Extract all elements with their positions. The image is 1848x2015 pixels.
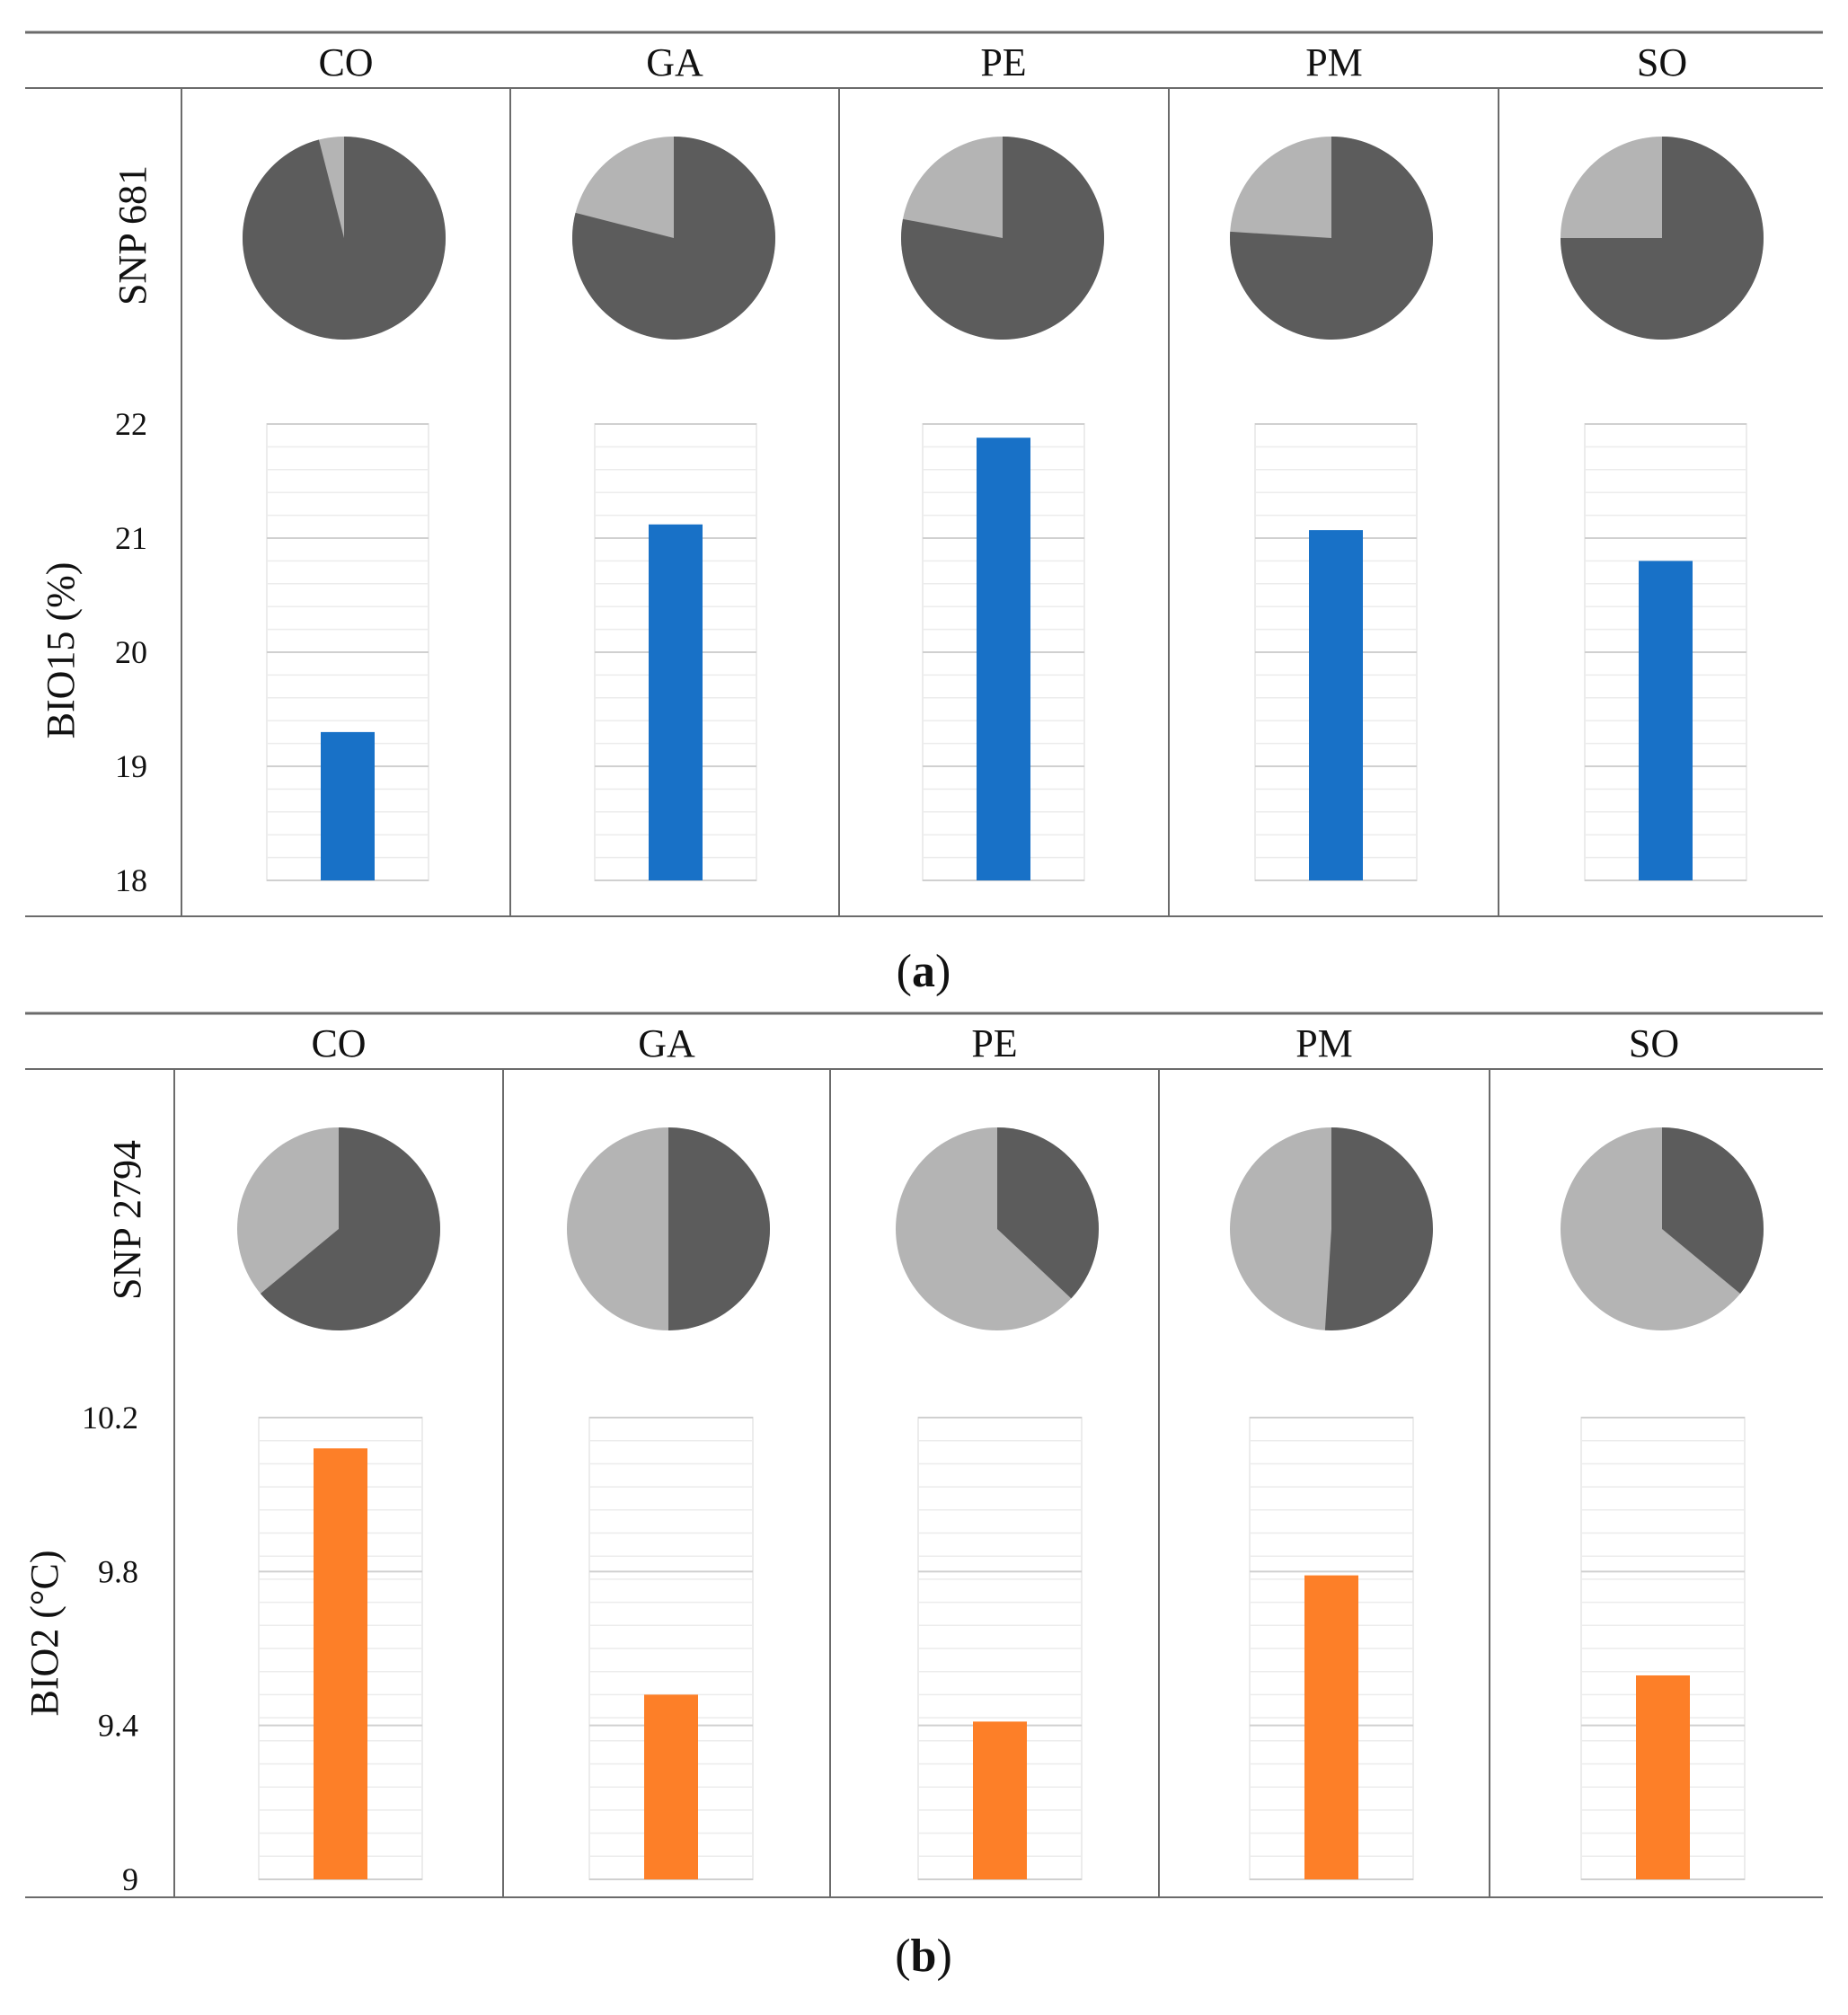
pie-co-dark-slice (243, 137, 447, 340)
ytick-label: 10.2 (82, 1400, 138, 1436)
bar-co (321, 731, 375, 880)
panel-b-caption: (b) (895, 1931, 952, 1982)
pie-ga-dark-slice (668, 1127, 770, 1330)
panel-b-ylabel: BIO2 (°C) (22, 1550, 66, 1716)
panel-b: CO GA PE PM SO SNP 2794 BIO2 (°C) 9 9.4 9.… (22, 1012, 1823, 1982)
panel-b-header-co: CO (311, 1021, 366, 1065)
bar-co (314, 1448, 367, 1879)
bar-pe (973, 1721, 1027, 1879)
panel-b-pies (237, 1127, 1764, 1330)
ytick-label: 21 (115, 520, 147, 556)
panel-b-snp-label: SNP 2794 (105, 1140, 149, 1300)
panel-a-ylabel: BIO15 (%) (39, 562, 83, 739)
ytick-label: 20 (115, 634, 147, 670)
panel-a-caption-open: ( (897, 946, 912, 997)
bar-pe (977, 437, 1030, 880)
panel-a-pies (243, 137, 1764, 340)
ytick-label: 19 (115, 748, 147, 784)
panel-a-bars (266, 423, 1747, 881)
panel-a-caption-close: ) (935, 946, 951, 997)
panel-b-header-so: SO (1629, 1021, 1679, 1065)
panel-a-header-co: CO (318, 40, 373, 84)
pie-pe-dark-slice (900, 137, 1104, 340)
pie-pm-dark-slice (1324, 1127, 1433, 1330)
pie-pm-dark-slice (1229, 137, 1433, 340)
panel-b-caption-close: ) (936, 1931, 951, 1982)
ytick-label: 9.4 (98, 1708, 138, 1744)
panel-a-caption: (a) (897, 946, 951, 997)
bar-pm (1309, 530, 1363, 880)
panel-a-yticks: 18 19 20 21 22 (115, 406, 147, 898)
pie-so-dark-slice (1662, 1127, 1764, 1295)
panel-b-bars (258, 1417, 1746, 1880)
panel-b-caption-letter: b (911, 1931, 937, 1982)
pie-ga-dark-slice (572, 137, 776, 340)
ytick-label: 9 (122, 1861, 138, 1897)
pie-so-dark-slice (1561, 137, 1764, 340)
panel-a-caption-letter: a (912, 946, 935, 997)
panel-a-header-so: SO (1637, 40, 1687, 84)
panel-a: CO GA PE PM SO SNP 681 BIO15 (%) 18 19 20 2… (25, 31, 1823, 997)
bar-ga (649, 524, 703, 880)
panel-b-caption-open: ( (895, 1931, 910, 1982)
pie-pe-dark-slice (997, 1127, 1099, 1299)
bar-so (1639, 561, 1693, 880)
panel-a-snp-label: SNP 681 (111, 165, 155, 305)
bar-ga (644, 1694, 698, 1879)
panel-b-header-ga: GA (638, 1021, 695, 1065)
pie-co-dark-slice (260, 1127, 440, 1330)
ytick-label: 22 (115, 406, 147, 442)
panel-a-header-pm: PM (1305, 40, 1363, 84)
bar-so (1636, 1675, 1690, 1879)
ytick-label: 9.8 (98, 1553, 138, 1589)
ytick-label: 18 (115, 862, 147, 898)
panel-a-header-ga: GA (646, 40, 703, 84)
panel-b-header-pe: PE (971, 1021, 1017, 1065)
bar-pm (1304, 1575, 1358, 1879)
panel-b-header-pm: PM (1295, 1021, 1353, 1065)
panel-b-yticks: 9 9.4 9.8 10.2 (82, 1400, 138, 1897)
panel-a-header-pe: PE (980, 40, 1026, 84)
